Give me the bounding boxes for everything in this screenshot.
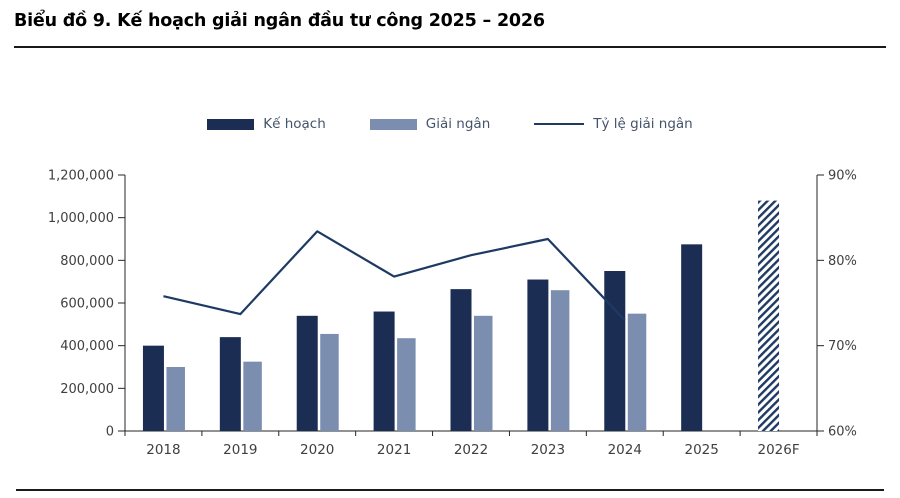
x-axis-label-2023: 2023 <box>531 442 565 458</box>
bar-giai-ngan-2021 <box>397 338 416 431</box>
left-axis-tick-label: 600,000 <box>60 297 114 312</box>
x-axis-label-2019: 2019 <box>223 442 257 458</box>
bottom-rule <box>16 489 884 491</box>
bar-ke-hoach-2024 <box>604 271 626 431</box>
chart-title: Biểu đồ 9. Kế hoạch giải ngân đầu tư côn… <box>14 11 545 31</box>
legend-line-swatch-ty-le <box>534 123 585 125</box>
x-axis-label-2021: 2021 <box>377 442 411 458</box>
x-axis-label-2020: 2020 <box>300 442 334 458</box>
bar-giai-ngan-2018 <box>166 367 185 431</box>
legend-swatch-giai-ngan <box>369 118 417 130</box>
x-axis-label-2018: 2018 <box>146 442 180 458</box>
left-axis-tick-label: 1,000,000 <box>48 211 114 226</box>
bar-ke-hoach-2022 <box>450 289 472 431</box>
legend-item-ty-le: Tỷ lệ giải ngân <box>534 116 693 132</box>
bar-ke-hoach-2023 <box>527 279 549 431</box>
bar-giai-ngan-2023 <box>550 290 570 431</box>
right-axis-tick-label: 60% <box>828 425 857 440</box>
left-axis-tick-label: 400,000 <box>60 339 114 354</box>
legend-swatch-ke-hoach <box>207 118 255 130</box>
left-axis-tick-label: 200,000 <box>60 382 114 397</box>
right-axis-tick-label: 70% <box>828 339 857 354</box>
bar-ke-hoach-2025 <box>681 244 703 431</box>
bar-ke-hoach-2021 <box>373 311 395 431</box>
bar-ke-hoach-2019 <box>219 337 241 431</box>
right-axis-tick-label: 90% <box>828 169 857 184</box>
legend-label-ke-hoach: Kế hoạch <box>263 116 326 132</box>
right-axis-tick-label: 80% <box>828 254 857 269</box>
bar-giai-ngan-2022 <box>474 315 493 431</box>
legend-label-giai-ngan: Giải ngân <box>425 116 491 132</box>
bar-giai-ngan-2019 <box>243 361 262 431</box>
legend-item-giai-ngan: Giải ngân <box>369 116 491 132</box>
bar-giai-ngan-2020 <box>320 333 339 431</box>
bar-ke-hoach-forecast-2026F <box>758 200 780 431</box>
left-axis-tick-label: 1,200,000 <box>48 169 114 184</box>
left-axis-tick-label: 0 <box>106 425 114 440</box>
bar-ke-hoach-2018 <box>142 345 164 431</box>
bar-ke-hoach-2020 <box>296 315 318 431</box>
chart-legend: Kế hoạch Giải ngân Tỷ lệ giải ngân <box>0 116 900 132</box>
legend-label-ty-le: Tỷ lệ giải ngân <box>593 116 693 132</box>
legend-item-ke-hoach: Kế hoạch <box>207 116 326 132</box>
title-rule <box>14 46 886 48</box>
rate-line <box>163 230 626 321</box>
x-axis-label-2026F: 2026F <box>757 442 799 458</box>
x-axis-label-2024: 2024 <box>608 442 642 458</box>
left-axis-tick-label: 800,000 <box>60 254 114 269</box>
x-axis-label-2025: 2025 <box>684 442 718 458</box>
chart-canvas: 0 200,000 400,000 600,000 800,000 1,000,000 1,… <box>48 169 857 459</box>
bar-giai-ngan-2024 <box>627 313 647 431</box>
x-axis-label-2022: 2022 <box>454 442 488 458</box>
